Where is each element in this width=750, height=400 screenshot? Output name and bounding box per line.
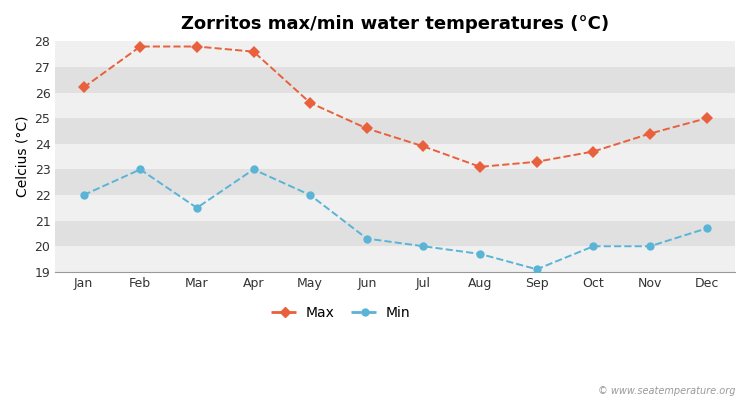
Min (589, 244, 598, 249)
Bar (56, 170, 735, 195)
Min (646, 244, 655, 249)
Bar (56, 41, 735, 67)
Max (476, 164, 484, 169)
Min (362, 236, 371, 241)
Title: Zorritos max/min water temperatures (°C): Zorritos max/min water temperatures (°C) (181, 15, 609, 33)
Bar (56, 118, 735, 144)
Max (306, 100, 315, 105)
Min (306, 193, 315, 198)
Max (532, 159, 542, 164)
Min (532, 267, 542, 272)
Bar (56, 195, 735, 221)
Min (476, 252, 484, 256)
Bar (56, 67, 735, 93)
Bar (56, 246, 735, 272)
Min (419, 244, 428, 249)
Line: Min: Min (80, 165, 711, 274)
Max (362, 126, 371, 131)
Max (193, 44, 202, 49)
Max (702, 116, 711, 121)
Text: © www.seatemperature.org: © www.seatemperature.org (598, 386, 735, 396)
Max (646, 131, 655, 136)
Max (419, 144, 428, 149)
Line: Max: Max (80, 42, 711, 171)
Max (136, 44, 145, 49)
Bar (56, 93, 735, 118)
Bar (56, 221, 735, 246)
Max (79, 85, 88, 90)
Min (249, 167, 258, 172)
Max (249, 49, 258, 54)
Min (193, 206, 202, 210)
Min (136, 167, 145, 172)
Min (79, 193, 88, 198)
Y-axis label: Celcius (°C): Celcius (°C) (15, 115, 29, 197)
Legend: Max, Min: Max, Min (266, 300, 416, 325)
Max (589, 149, 598, 154)
Min (702, 226, 711, 231)
Bar (56, 144, 735, 170)
